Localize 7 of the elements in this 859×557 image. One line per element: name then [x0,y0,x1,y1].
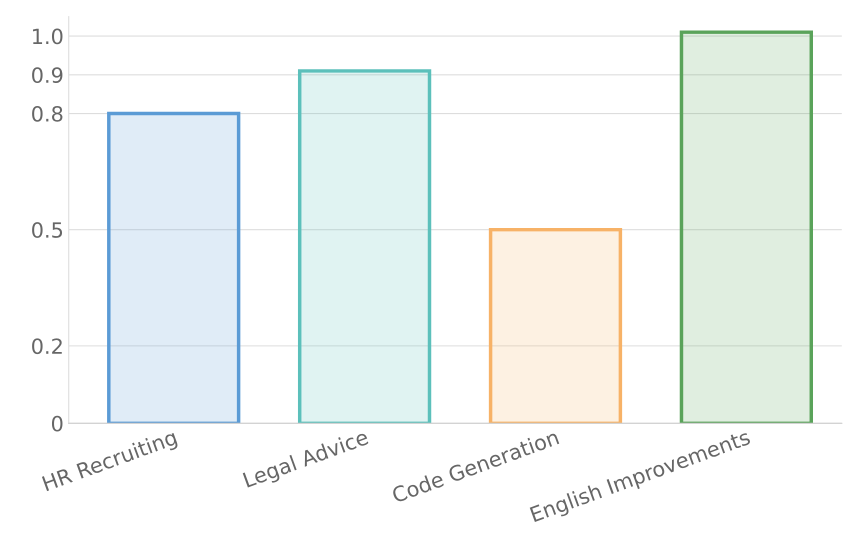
y-tick-label: 0.2 [32,338,62,354]
y-tick-label: 0.9 [32,67,62,84]
y-tick-label: 1.0 [33,28,62,44]
y-tick-label: 0.8 [32,106,62,122]
y-tick-label: 0 [52,416,62,432]
y-tick-label: 0.5 [32,222,62,238]
x-tick-label: Legal Advice [242,428,370,492]
